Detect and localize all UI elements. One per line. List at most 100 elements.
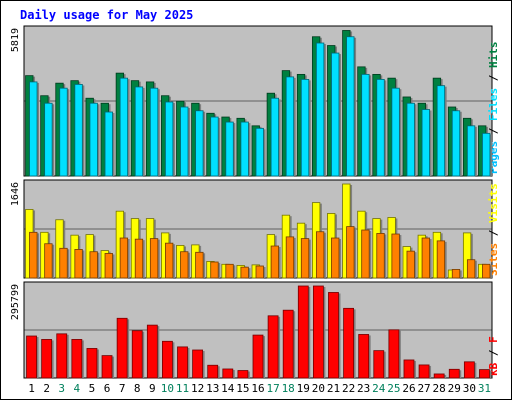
x-tick-label: 27 <box>417 382 430 395</box>
kbytes-bar-kb-f <box>207 364 219 379</box>
x-axis-labels: 1 2 3 4 5 6 7 8 9 10 11 12 13 14 15 16 17 18 19 20 21 22 23 24 2… <box>28 382 491 395</box>
kbytes-bar-kb-f <box>237 370 249 379</box>
x-tick-label: 25 <box>387 382 400 395</box>
visits-bar-sites <box>391 233 400 279</box>
hits-bar-files <box>406 102 415 177</box>
x-tick-label: 10 <box>161 382 174 395</box>
kbytes-bar-kb-f <box>328 292 339 379</box>
hits-bar-files <box>29 81 38 177</box>
kbytes-legend-f: F <box>487 336 500 343</box>
kbytes-bar-kb-f <box>358 334 370 379</box>
hits-bar-files <box>240 121 249 177</box>
kbytes-bar-kb-f <box>448 368 460 379</box>
hits-bar-files <box>255 127 264 177</box>
kbytes-bar-kb-f <box>26 335 37 379</box>
x-tick-label: 26 <box>402 382 415 395</box>
x-tick-label: 11 <box>176 382 189 395</box>
hits-bar-files <box>134 86 144 177</box>
visits-bar-sites <box>149 238 159 279</box>
x-tick-label: 22 <box>342 382 355 395</box>
kbytes-bar-kb-f <box>463 361 475 379</box>
x-tick-label: 18 <box>282 382 295 395</box>
visits-panel: 1646 Sites / Visits <box>10 179 500 279</box>
kbytes-bar-kb-f <box>403 359 415 379</box>
kbytes-bar-kb-f <box>222 368 234 379</box>
hits-bar-files <box>436 85 446 177</box>
hits-bar-files <box>89 102 98 177</box>
kbytes-bar-kb-f <box>131 330 143 379</box>
kbytes-bar-kb-f <box>192 349 204 379</box>
x-tick-label: 30 <box>463 382 476 395</box>
visits-bar-sites <box>165 242 174 279</box>
kbytes-bar-kb-f <box>373 350 385 379</box>
x-tick-label: 4 <box>74 382 81 395</box>
hits-bar-files <box>285 76 295 177</box>
kbytes-bar-kb-f <box>479 369 490 379</box>
kbytes-bar-kb-f <box>388 329 400 379</box>
x-tick-label: 9 <box>149 382 156 395</box>
hits-bar-files <box>270 97 279 177</box>
x-tick-label: 19 <box>297 382 310 395</box>
hits-bar-files <box>165 101 174 177</box>
hits-bar-files <box>119 77 129 177</box>
kbytes-bar-kb-f <box>433 373 445 379</box>
x-tick-label: 12 <box>191 382 204 395</box>
x-tick-label: 31 <box>478 382 491 395</box>
hits-bar-files <box>149 87 159 177</box>
visits-bar-sites <box>59 247 68 279</box>
hits-bar-files <box>225 121 234 177</box>
hits-legend-separator: / <box>487 68 500 88</box>
visits-legend-label: Sites / Visits <box>487 183 500 276</box>
x-tick-label: 5 <box>89 382 96 395</box>
kbytes-ymax-label: 295799 <box>10 284 21 320</box>
visits-bar-sites <box>285 236 295 279</box>
hits-bar-files <box>361 73 370 177</box>
visits-legend-visits: Visits <box>487 183 500 223</box>
kbytes-bar-kb-f <box>252 334 264 379</box>
visits-bar-sites <box>300 238 310 279</box>
hits-bar-files <box>346 36 355 177</box>
visits-ymax-label: 1646 <box>10 182 21 206</box>
visits-bar-sites <box>89 251 98 279</box>
hits-legend-files: Files <box>487 88 500 121</box>
hits-bar-files <box>300 79 310 177</box>
hits-bar-files <box>74 84 83 177</box>
visits-bar-sites <box>376 233 385 279</box>
visits-bar-sites <box>134 238 144 279</box>
x-tick-label: 3 <box>58 382 65 395</box>
hits-bar-files <box>44 102 53 177</box>
kbytes-bar-kb-f <box>71 339 83 379</box>
kbytes-bar-kb-f <box>146 324 158 379</box>
hits-bar-files <box>210 116 219 177</box>
x-tick-label: 20 <box>312 382 325 395</box>
visits-bar-sites <box>421 237 430 279</box>
kbytes-legend-separator: / <box>487 343 500 363</box>
kbytes-bar-kb-f <box>56 333 68 379</box>
visits-bar-sites <box>255 265 264 279</box>
kbytes-bar-kb-f <box>101 355 113 379</box>
visits-bar-sites <box>29 231 38 279</box>
visits-bar-sites <box>270 245 279 279</box>
kbytes-bar-kb-f <box>343 307 354 379</box>
hits-legend-hits: Hits <box>487 42 500 69</box>
kbytes-bar-kb-f <box>312 285 324 379</box>
kbytes-bar-kb-f <box>41 339 53 379</box>
x-tick-label: 13 <box>206 382 219 395</box>
x-tick-label: 7 <box>119 382 126 395</box>
kbytes-bar-kb-f <box>162 340 173 379</box>
hits-ymax-label: 5819 <box>10 28 21 52</box>
x-tick-label: 14 <box>221 382 235 395</box>
kbytes-bar-kb-f <box>267 315 279 379</box>
x-tick-label: 1 <box>28 382 35 395</box>
hits-bar-files <box>59 87 68 177</box>
x-tick-label: 24 <box>372 382 386 395</box>
visits-bar-sites <box>44 243 53 279</box>
visits-bar-sites <box>104 253 113 279</box>
hits-bar-files <box>331 52 340 177</box>
visits-bar-sites <box>180 251 189 279</box>
x-tick-label: 23 <box>357 382 370 395</box>
hits-bar-files <box>315 42 325 177</box>
kbytes-bar-kb-f <box>177 346 188 379</box>
